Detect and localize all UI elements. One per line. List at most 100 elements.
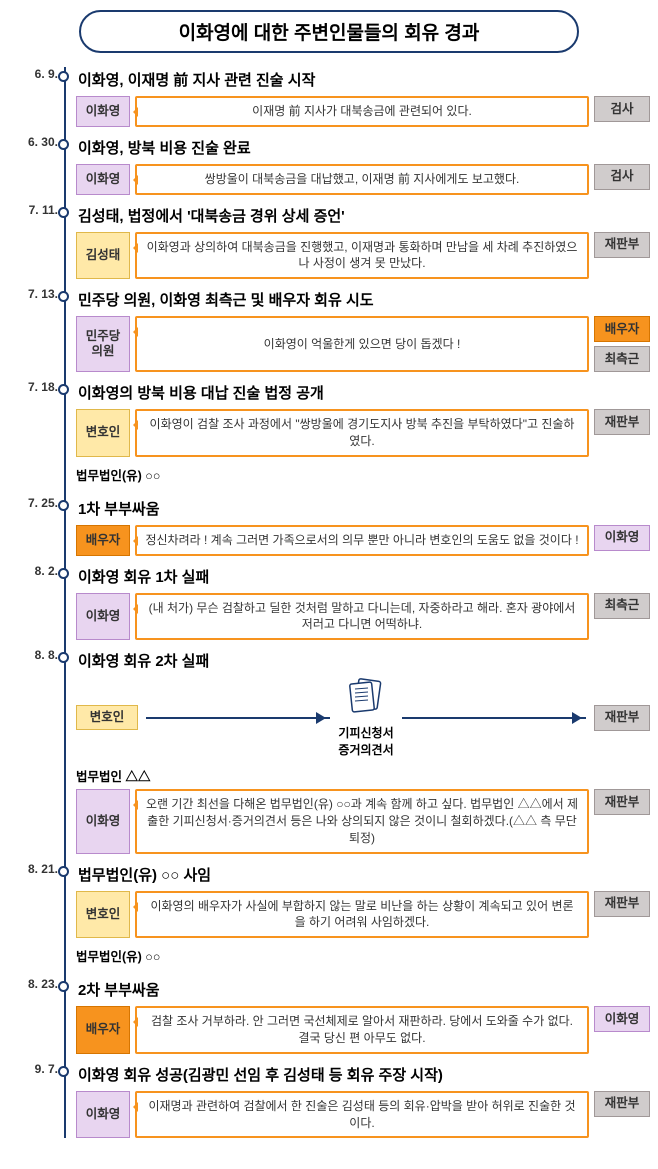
timeline-event: 8. 2.이화영 회유 1차 실패이화영(내 처가) 무슨 검찰하고 딜한 것처…	[70, 564, 650, 641]
timeline-event: 6. 9.이화영, 이재명 前 지사 관련 진술 시작이화영이재명 前 지사가 …	[70, 67, 650, 127]
audience-tag: 이화영	[594, 525, 650, 551]
page-title: 이화영에 대한 주변인물들의 회유 경과	[79, 10, 579, 53]
event-date: 7. 11.	[8, 203, 58, 217]
timeline-event: 9. 7.이화영 회유 성공(김광민 선임 후 김성태 등 회유 주장 시작)이…	[70, 1062, 650, 1139]
speech-bubble: 이화영이 검찰 조사 과정에서 "쌍방울에 경기도지사 방북 추진을 부탁하였다…	[135, 409, 589, 457]
event-date: 7. 13.	[8, 287, 58, 301]
sub-label: 법무법인 △△	[70, 764, 650, 789]
timeline-event: 8. 21.법무법인(유) ○○ 사임변호인이화영의 배우자가 사실에 부합하지…	[70, 862, 650, 970]
audience-tag: 최측근	[594, 346, 650, 372]
speaker-tag: 이화영	[76, 164, 130, 195]
timeline-dot	[58, 981, 69, 992]
event-date: 9. 7.	[8, 1062, 58, 1076]
speaker-tag: 민주당 의원	[76, 316, 130, 372]
event-date: 7. 18.	[8, 380, 58, 394]
timeline-dot	[58, 1066, 69, 1077]
event-heading: 김성태, 법정에서 '대북송금 경위 상세 증언'	[70, 203, 650, 232]
speech-bubble: 이화영의 배우자가 사실에 부합하지 않는 말로 비난을 하는 상황이 계속되고…	[135, 891, 589, 939]
timeline-event: 8. 8.이화영 회유 2차 실패변호인기피신청서 증거의견서재판부법무법인 △…	[70, 648, 650, 853]
audience-tag: 재판부	[594, 1091, 650, 1117]
speaker-tag: 김성태	[76, 232, 130, 280]
speech-row: 이화영쌍방울이 대북송금을 대납했고, 이재명 前 지사에게도 보고했다.검사	[70, 164, 650, 195]
event-heading: 법무법인(유) ○○ 사임	[70, 862, 650, 891]
document-flow: 변호인 기피신청서 증거의견서 재판부	[70, 677, 650, 758]
event-date: 6. 9.	[8, 67, 58, 81]
document-icon: 기피신청서 증거의견서	[338, 677, 393, 758]
event-heading: 2차 부부싸움	[70, 977, 650, 1006]
audience-tag: 최측근	[594, 593, 650, 619]
audience-tag: 배우자	[594, 316, 650, 342]
speech-row: 배우자검찰 조사 거부하라. 안 그러면 국선체제로 알아서 재판하라. 당에서…	[70, 1006, 650, 1054]
speech-bubble: (내 처가) 무슨 검찰하고 딜한 것처럼 말하고 다니는데, 자중하라고 해라…	[135, 593, 589, 641]
timeline-event: 7. 11.김성태, 법정에서 '대북송금 경위 상세 증언'김성태이화영과 상…	[70, 203, 650, 280]
speaker-tag: 이화영	[76, 96, 130, 127]
speaker-tag: 배우자	[76, 1006, 130, 1054]
arrow-icon	[146, 717, 330, 719]
audience-tag: 검사	[594, 164, 650, 190]
timeline-dot	[58, 866, 69, 877]
speech-bubble: 이재명 前 지사가 대북송금에 관련되어 있다.	[135, 96, 589, 127]
timeline-axis	[64, 67, 66, 1138]
sub-label: 법무법인(유) ○○	[70, 463, 650, 488]
speech-row: 변호인이화영의 배우자가 사실에 부합하지 않는 말로 비난을 하는 상황이 계…	[70, 891, 650, 939]
event-date: 8. 23.	[8, 977, 58, 991]
timeline-dot	[58, 568, 69, 579]
timeline: 6. 9.이화영, 이재명 前 지사 관련 진술 시작이화영이재명 前 지사가 …	[8, 67, 650, 1138]
timeline-dot	[58, 207, 69, 218]
event-date: 8. 21.	[8, 862, 58, 876]
timeline-dot	[58, 139, 69, 150]
audience-tag: 재판부	[594, 891, 650, 917]
timeline-dot	[58, 291, 69, 302]
speech-row: 김성태이화영과 상의하여 대북송금을 진행했고, 이재명과 통화하며 만남을 세…	[70, 232, 650, 280]
audience-tag: 재판부	[594, 789, 650, 815]
speech-bubble: 이화영과 상의하여 대북송금을 진행했고, 이재명과 통화하며 만남을 세 차례…	[135, 232, 589, 280]
arrow-icon	[402, 717, 586, 719]
timeline-dot	[58, 71, 69, 82]
speaker-tag: 변호인	[76, 409, 130, 457]
timeline-event: 7. 13.민주당 의원, 이화영 최측근 및 배우자 회유 시도민주당 의원이…	[70, 287, 650, 372]
event-heading: 이화영, 방북 비용 진술 완료	[70, 135, 650, 164]
event-heading: 이화영 회유 성공(김광민 선임 후 김성태 등 회유 주장 시작)	[70, 1062, 650, 1091]
event-date: 6. 30.	[8, 135, 58, 149]
timeline-event: 8. 23.2차 부부싸움배우자검찰 조사 거부하라. 안 그러면 국선체제로 …	[70, 977, 650, 1054]
event-heading: 이화영 회유 1차 실패	[70, 564, 650, 593]
timeline-dot	[58, 652, 69, 663]
sub-label: 법무법인(유) ○○	[70, 944, 650, 969]
speech-bubble: 쌍방울이 대북송금을 대납했고, 이재명 前 지사에게도 보고했다.	[135, 164, 589, 195]
event-heading: 이화영의 방북 비용 대납 진술 법정 공개	[70, 380, 650, 409]
speech-row: 이화영이재명 前 지사가 대북송금에 관련되어 있다.검사	[70, 96, 650, 127]
event-heading: 1차 부부싸움	[70, 496, 650, 525]
timeline-dot	[58, 500, 69, 511]
speech-bubble: 정신차려라 ! 계속 그러면 가족으로서의 의무 뿐만 아니라 변호인의 도움도…	[135, 525, 589, 556]
timeline-dot	[58, 384, 69, 395]
event-date: 8. 2.	[8, 564, 58, 578]
event-heading: 이화영, 이재명 前 지사 관련 진술 시작	[70, 67, 650, 96]
timeline-event: 6. 30.이화영, 방북 비용 진술 완료이화영쌍방울이 대북송금을 대납했고…	[70, 135, 650, 195]
speech-row: 배우자정신차려라 ! 계속 그러면 가족으로서의 의무 뿐만 아니라 변호인의 …	[70, 525, 650, 556]
timeline-event: 7. 18.이화영의 방북 비용 대납 진술 법정 공개변호인이화영이 검찰 조…	[70, 380, 650, 488]
audience-tag: 재판부	[594, 409, 650, 435]
speaker-tag: 변호인	[76, 705, 138, 730]
event-date: 7. 25.	[8, 496, 58, 510]
speech-row: 이화영이재명과 관련하여 검찰에서 한 진술은 김성태 등의 회유·압박을 받아…	[70, 1091, 650, 1139]
speaker-tag: 이화영	[76, 789, 130, 853]
speech-row: 이화영(내 처가) 무슨 검찰하고 딜한 것처럼 말하고 다니는데, 자중하라고…	[70, 593, 650, 641]
event-heading: 이화영 회유 2차 실패	[70, 648, 650, 677]
speaker-tag: 이화영	[76, 1091, 130, 1139]
speaker-tag: 변호인	[76, 891, 130, 939]
timeline-event: 7. 25.1차 부부싸움배우자정신차려라 ! 계속 그러면 가족으로서의 의무…	[70, 496, 650, 556]
speech-row: 변호인이화영이 검찰 조사 과정에서 "쌍방울에 경기도지사 방북 추진을 부탁…	[70, 409, 650, 457]
speech-row: 이화영오랜 기간 최선을 다해온 법무법인(유) ○○과 계속 함께 하고 싶다…	[70, 789, 650, 853]
audience-tag: 검사	[594, 96, 650, 122]
speech-bubble: 이재명과 관련하여 검찰에서 한 진술은 김성태 등의 회유·압박을 받아 허위…	[135, 1091, 589, 1139]
speech-bubble: 이화영이 억울한게 있으면 당이 돕겠다 !	[135, 316, 589, 372]
event-date: 8. 8.	[8, 648, 58, 662]
audience-tag: 재판부	[594, 705, 650, 731]
speech-bubble: 오랜 기간 최선을 다해온 법무법인(유) ○○과 계속 함께 하고 싶다. 법…	[135, 789, 589, 853]
speech-row: 민주당 의원이화영이 억울한게 있으면 당이 돕겠다 !배우자최측근	[70, 316, 650, 372]
event-heading: 민주당 의원, 이화영 최측근 및 배우자 회유 시도	[70, 287, 650, 316]
speaker-tag: 이화영	[76, 593, 130, 641]
speaker-tag: 배우자	[76, 525, 130, 556]
audience-tag: 이화영	[594, 1006, 650, 1032]
speech-bubble: 검찰 조사 거부하라. 안 그러면 국선체제로 알아서 재판하라. 당에서 도와…	[135, 1006, 589, 1054]
